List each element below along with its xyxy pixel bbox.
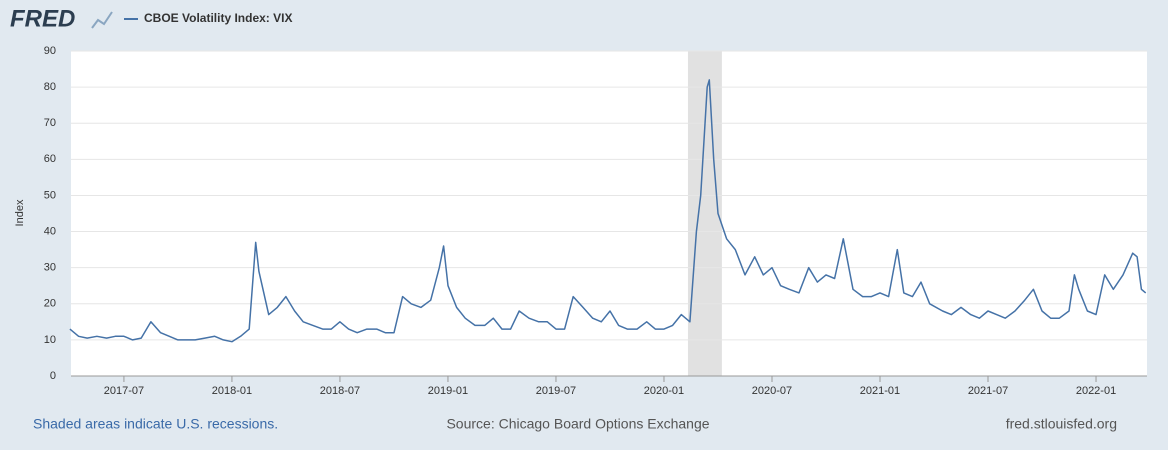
x-tick-label: 2021-01 <box>860 385 900 397</box>
y-tick-label: 10 <box>44 334 56 346</box>
logo-icon <box>91 11 113 29</box>
source: Source: Chicago Board Options Exchange <box>446 416 709 432</box>
plot-area <box>71 51 1147 376</box>
x-tick-label: 2019-07 <box>536 385 576 397</box>
x-tick-label: 2018-07 <box>320 385 360 397</box>
recession-shade <box>687 51 722 376</box>
x-tick-label: 2021-07 <box>968 385 1008 397</box>
x-tick-label: 2020-07 <box>752 385 792 397</box>
y-tick-label: 90 <box>44 45 56 57</box>
y-tick-label: 40 <box>44 225 56 237</box>
y-tick-label: 20 <box>44 298 56 310</box>
y-tick-label: 60 <box>44 153 56 165</box>
recession-note: Shaded areas indicate U.S. recessions. <box>33 416 278 432</box>
y-tick-label: 30 <box>44 262 56 274</box>
y-tick-label: 70 <box>44 117 56 129</box>
x-tick-label: 2017-07 <box>104 385 144 397</box>
logo: FRED <box>10 5 75 32</box>
x-tick-label: 2022-01 <box>1076 385 1116 397</box>
site-link: fred.stlouisfed.org <box>1006 416 1117 432</box>
x-tick-label: 2019-01 <box>428 385 468 397</box>
y-tick-label: 80 <box>44 81 56 93</box>
series-line <box>69 79 1147 343</box>
y-tick-label: 50 <box>44 189 56 201</box>
y-tick-label: 0 <box>50 370 56 382</box>
legend-label: CBOE Volatility Index: VIX <box>144 11 292 25</box>
x-tick-label: 2020-01 <box>644 385 684 397</box>
x-tick-label: 2018-01 <box>212 385 252 397</box>
y-axis-label: Index <box>14 199 26 226</box>
